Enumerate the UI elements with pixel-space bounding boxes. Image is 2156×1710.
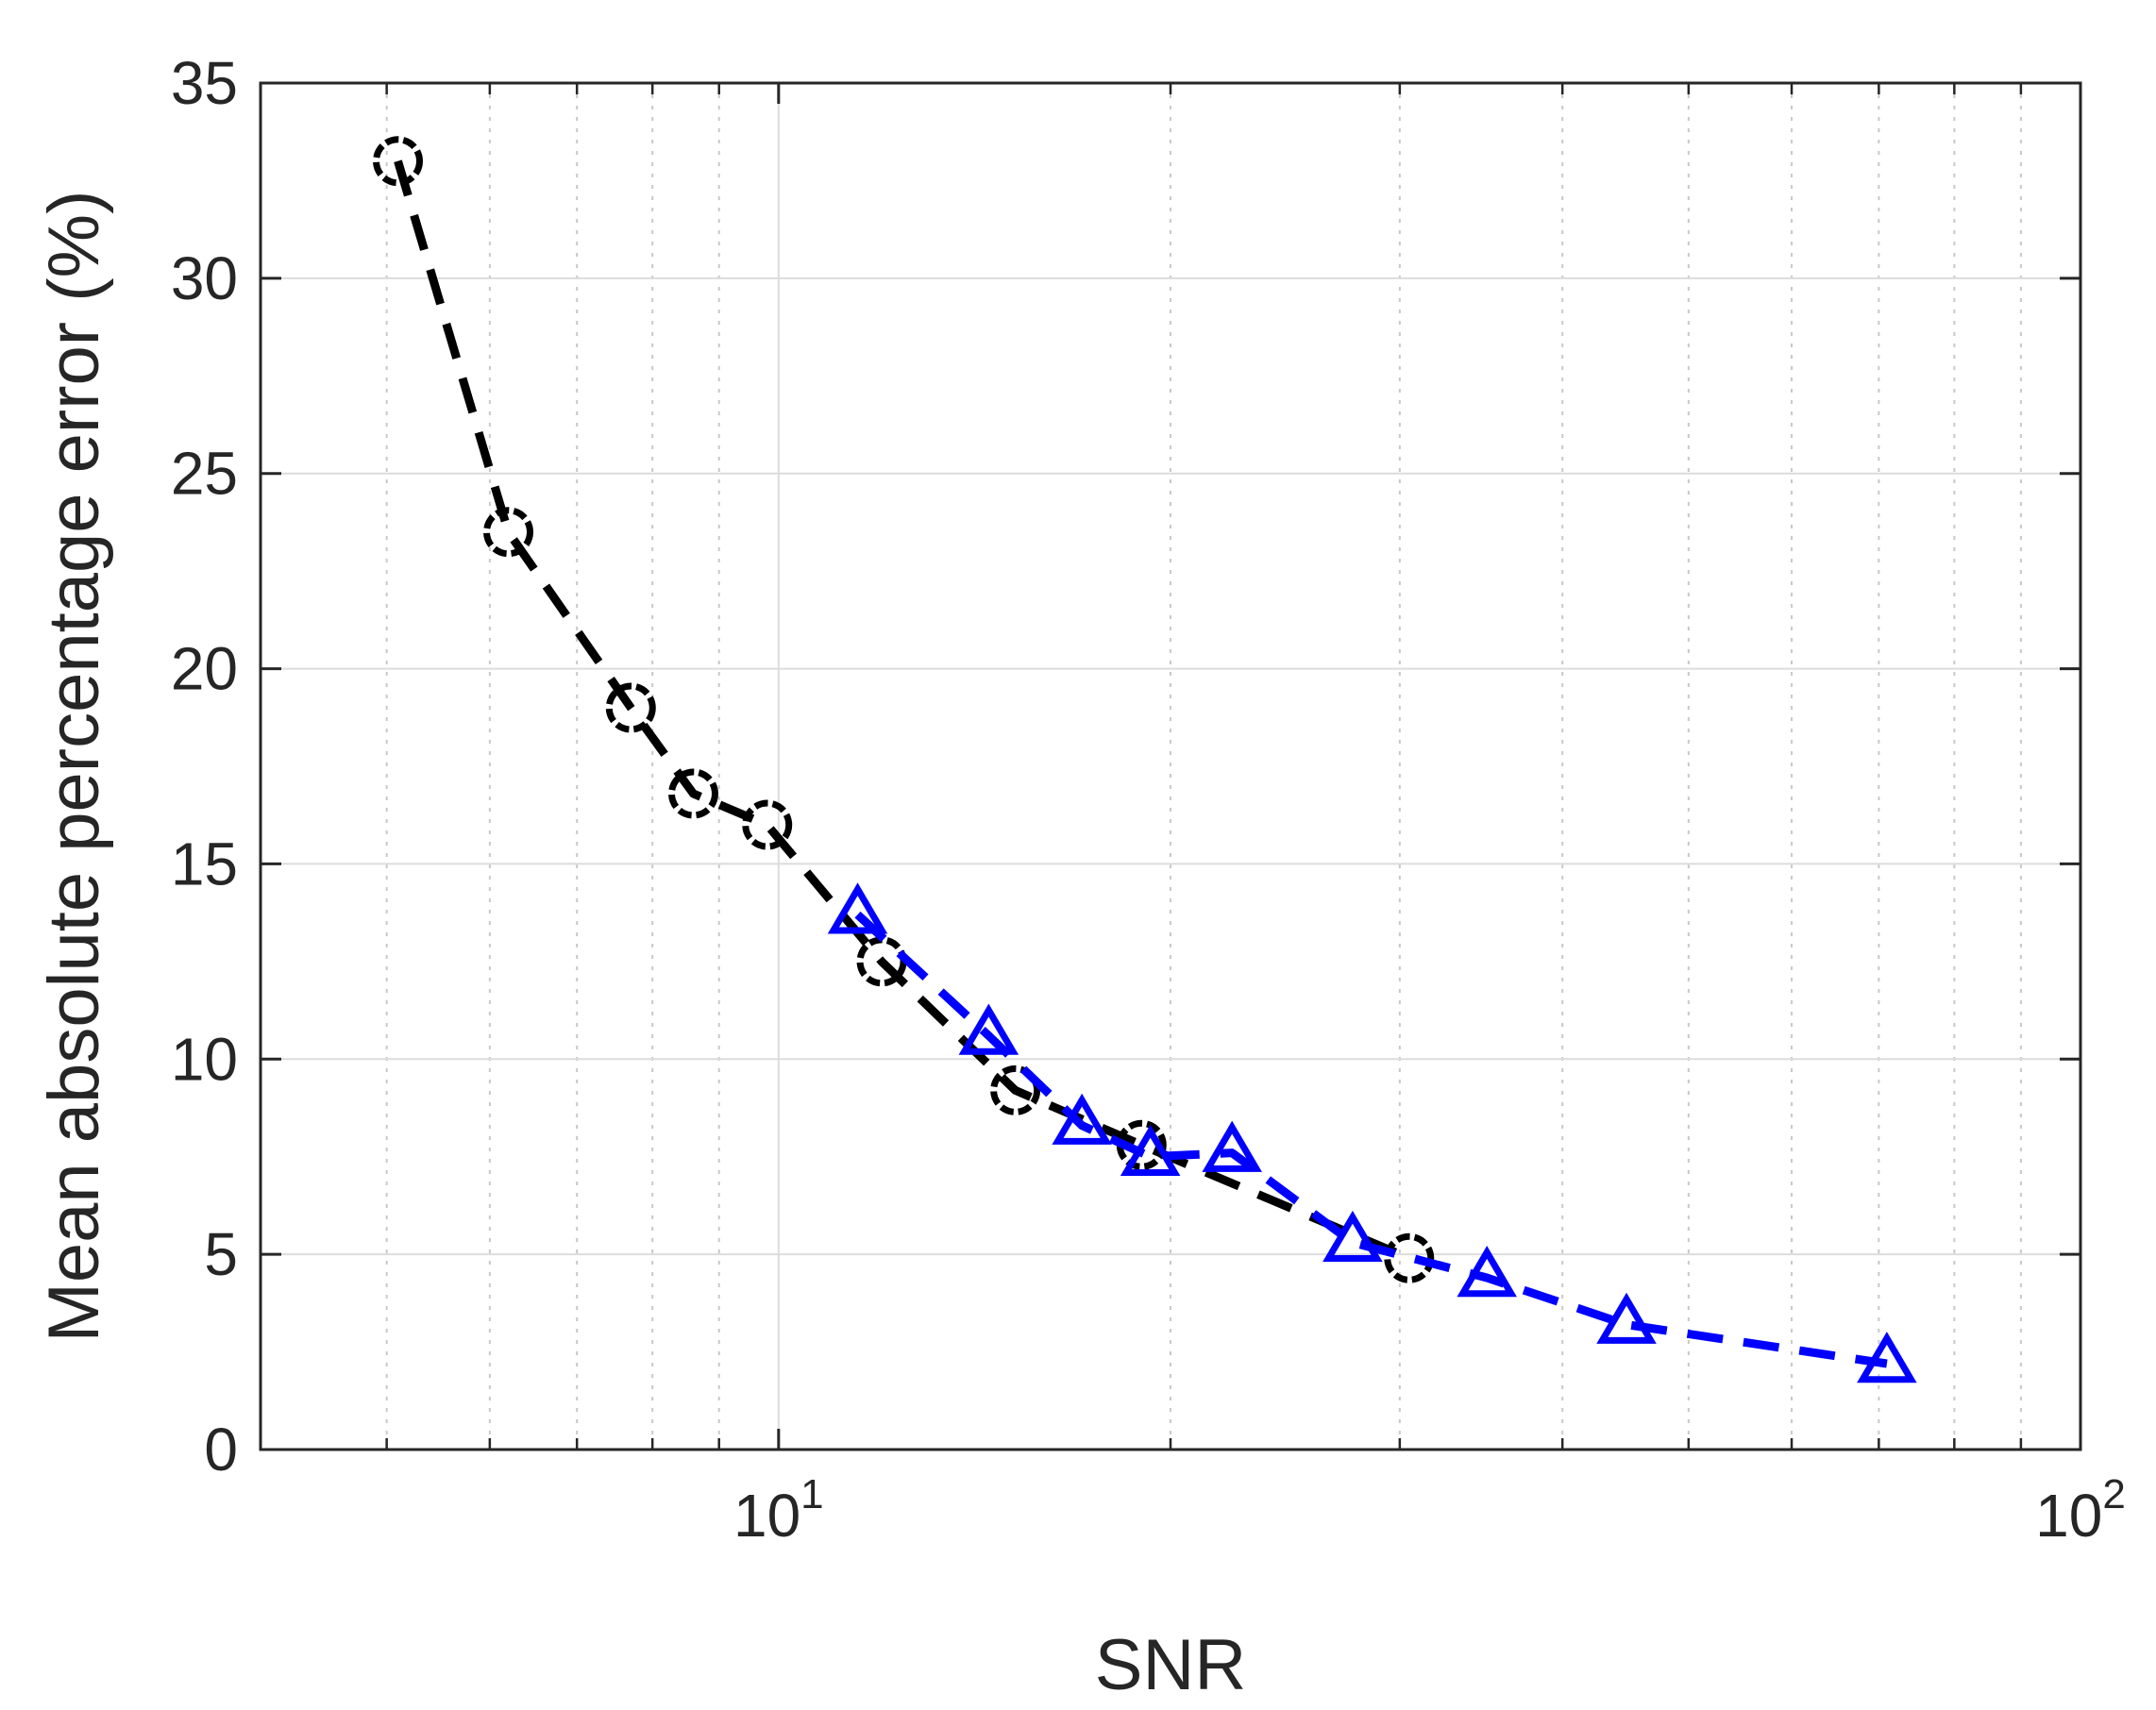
x-axis-title: SNR bbox=[1095, 1625, 1246, 1705]
data-point bbox=[1052, 1093, 1112, 1145]
y-axis-title: Mean absolute percentage error (%) bbox=[34, 191, 114, 1343]
data-point bbox=[958, 1003, 1019, 1055]
tick-marks bbox=[261, 81, 2082, 1451]
tick-labels: 101 102 0 5 10 15 20 25 30 35 bbox=[171, 49, 2126, 1550]
x-tick-label: 101 bbox=[733, 1471, 824, 1550]
data-point bbox=[990, 1065, 1041, 1115]
series-1-line bbox=[394, 159, 1411, 1263]
series-2 bbox=[827, 882, 1917, 1383]
series-1 bbox=[373, 136, 1435, 1283]
data-point bbox=[605, 682, 656, 733]
data-point bbox=[1202, 1120, 1262, 1172]
data-point bbox=[373, 136, 424, 187]
y-tick-label: 10 bbox=[171, 1025, 238, 1093]
series-layer bbox=[373, 136, 1917, 1383]
data-point bbox=[742, 799, 793, 850]
grid-lines bbox=[261, 83, 2080, 1450]
series-2-line bbox=[854, 911, 1888, 1368]
data-point bbox=[483, 507, 534, 558]
x-tick-label: 102 bbox=[2035, 1471, 2126, 1550]
y-tick-label: 25 bbox=[171, 440, 238, 508]
y-tick-label: 30 bbox=[171, 244, 238, 312]
data-point bbox=[1857, 1332, 1917, 1383]
data-point bbox=[1596, 1292, 1657, 1344]
y-tick-label: 35 bbox=[171, 49, 238, 117]
y-tick-label: 15 bbox=[171, 830, 238, 897]
data-point bbox=[1322, 1210, 1383, 1262]
data-point bbox=[1116, 1119, 1167, 1170]
y-tick-label: 0 bbox=[204, 1416, 238, 1484]
data-point bbox=[667, 768, 718, 819]
y-tick-label: 20 bbox=[171, 635, 238, 703]
data-point bbox=[1384, 1232, 1435, 1283]
data-point bbox=[827, 882, 888, 934]
y-tick-label: 5 bbox=[204, 1220, 238, 1288]
data-point bbox=[1457, 1246, 1517, 1298]
data-point bbox=[1120, 1124, 1181, 1176]
